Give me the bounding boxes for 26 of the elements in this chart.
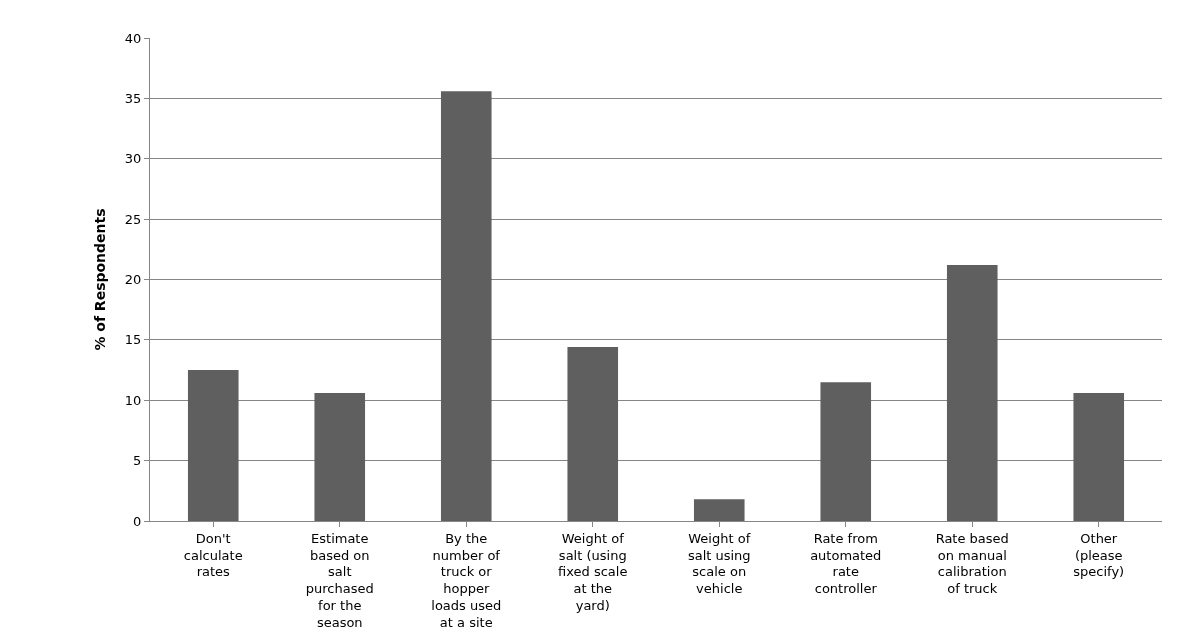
bar xyxy=(1073,393,1125,521)
x-tick-label: Weight of salt (using fixed scale at the yard) xyxy=(558,530,628,614)
x-tick-label: Rate from automated rate controller xyxy=(810,530,882,597)
y-tick-label: 15 xyxy=(124,332,142,348)
y-tick-label: 20 xyxy=(124,272,142,288)
bar xyxy=(567,347,619,521)
y-axis-title: % of Respondents xyxy=(92,208,109,351)
y-tick-label: 25 xyxy=(124,211,142,227)
bar xyxy=(314,393,366,521)
y-tick-label: 10 xyxy=(124,392,142,408)
x-tick-label: Don't calculate rates xyxy=(183,530,243,580)
x-tick-label: Weight of salt using scale on vehicle xyxy=(687,530,751,597)
bar xyxy=(946,265,998,521)
bar xyxy=(440,91,492,521)
y-tick-label: 5 xyxy=(133,453,142,469)
x-tick-label: Rate based on manual calibration of truck xyxy=(935,530,1009,597)
bar xyxy=(693,499,745,521)
y-tick-label: 0 xyxy=(133,513,142,529)
y-tick-label: 40 xyxy=(124,30,142,46)
x-tick-label: By the number of truck or hopper loads used at a site xyxy=(431,530,502,631)
bar xyxy=(820,382,872,521)
x-tick-label: Other (please specify) xyxy=(1073,530,1125,580)
x-tick-label: Estimate based on salt purchased for the season xyxy=(305,530,374,631)
y-tick-label: 35 xyxy=(124,90,142,106)
bar xyxy=(187,370,239,521)
y-tick-label: 30 xyxy=(124,151,142,167)
